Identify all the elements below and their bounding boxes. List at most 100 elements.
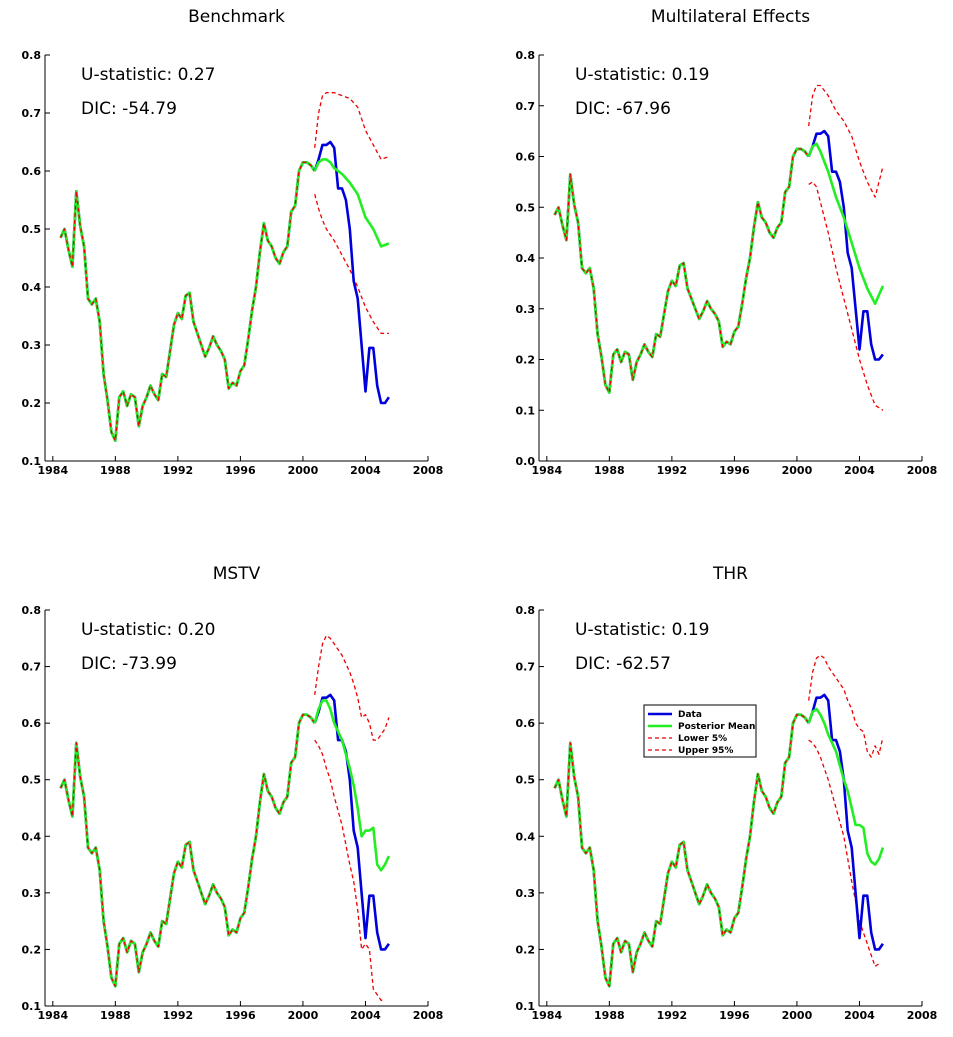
panel-title: Multilateral Effects xyxy=(651,7,810,27)
annotation-dic: DIC: -67.96 xyxy=(575,99,671,119)
y-tick-label: 0.5 xyxy=(516,201,536,214)
series-history-lower xyxy=(554,148,810,394)
x-tick-label: 1992 xyxy=(163,464,194,477)
x-tick-label: 1988 xyxy=(594,464,625,477)
x-tick-label: 1984 xyxy=(532,464,563,477)
x-tick-label: 2004 xyxy=(350,464,381,477)
y-tick-label: 0.5 xyxy=(22,774,42,787)
y-tick-label: 0.4 xyxy=(22,281,42,294)
annotation-dic: DIC: -62.57 xyxy=(575,654,671,674)
x-tick-label: 1984 xyxy=(38,1009,69,1022)
series-data xyxy=(313,140,390,405)
y-tick-label: 0.2 xyxy=(22,943,42,956)
y-tick-label: 0.4 xyxy=(516,830,536,843)
x-tick-label: 2000 xyxy=(288,1009,319,1022)
x-tick-label: 1988 xyxy=(100,1009,131,1022)
x-tick-label: 2008 xyxy=(907,1009,938,1022)
legend: Data Posterior Mean Lower 5% Upper 95% xyxy=(643,704,757,758)
annotation-dic: DIC: -73.99 xyxy=(81,654,177,674)
series-history-data xyxy=(553,147,810,394)
y-tick-label: 0.3 xyxy=(516,303,536,316)
y-tick-label: 0.1 xyxy=(516,404,536,417)
y-tick-label: 0.6 xyxy=(516,717,536,730)
series-history-mean xyxy=(59,713,316,988)
series-mean xyxy=(807,142,885,306)
y-tick-label: 0.6 xyxy=(516,151,536,164)
y-tick-label: 0.8 xyxy=(22,49,42,62)
y-tick-label: 0.1 xyxy=(22,1000,42,1013)
series-history-lower xyxy=(60,161,316,442)
y-tick-label: 0.6 xyxy=(22,717,42,730)
x-tick-label: 1984 xyxy=(38,464,69,477)
y-tick-label: 0.7 xyxy=(516,100,536,113)
series-upper xyxy=(314,634,390,741)
x-tick-label: 2000 xyxy=(782,464,813,477)
panel-2: Multilateral Effects 0.0 0.1 0.2 0.3 0.4 0.5 0.… xyxy=(516,7,938,477)
series-history-data xyxy=(59,713,316,988)
y-tick-label: 0.8 xyxy=(516,49,536,62)
series-upper xyxy=(808,654,884,758)
y-tick-label: 0.5 xyxy=(22,223,42,236)
panel-title: Benchmark xyxy=(188,7,285,27)
annotation-u-statistic: U-statistic: 0.19 xyxy=(575,620,709,640)
y-tick-label: 0.7 xyxy=(22,107,42,120)
y-tick-label: 0.5 xyxy=(516,774,536,787)
series-lower xyxy=(314,194,389,335)
legend-label: Upper 95% xyxy=(678,746,733,756)
annotation-u-statistic: U-statistic: 0.20 xyxy=(81,620,215,640)
series-mean xyxy=(313,158,390,248)
x-tick-label: 1996 xyxy=(719,1009,750,1022)
legend-label: Lower 5% xyxy=(678,734,727,744)
panel-title: THR xyxy=(712,564,748,584)
x-tick-label: 2008 xyxy=(413,1009,444,1022)
y-tick-label: 0.8 xyxy=(516,604,536,617)
x-tick-label: 1992 xyxy=(657,464,688,477)
annotation-u-statistic: U-statistic: 0.27 xyxy=(81,65,215,85)
x-tick-label: 2000 xyxy=(782,1009,813,1022)
x-tick-label: 1992 xyxy=(163,1009,194,1022)
annotation-dic: DIC: -54.79 xyxy=(81,99,177,119)
y-tick-label: 0.3 xyxy=(22,339,42,352)
y-tick-label: 0.4 xyxy=(516,252,536,265)
x-tick-label: 1992 xyxy=(657,1009,688,1022)
series-mean xyxy=(807,707,885,866)
x-tick-label: 1996 xyxy=(225,464,256,477)
y-tick-label: 0.4 xyxy=(22,830,42,843)
y-tick-label: 0.8 xyxy=(22,604,42,617)
series-upper xyxy=(808,84,884,198)
x-tick-label: 2008 xyxy=(907,464,938,477)
legend-label: Data xyxy=(678,710,702,720)
y-tick-label: 0.3 xyxy=(22,887,42,900)
y-tick-label: 0.2 xyxy=(22,397,42,410)
x-tick-label: 1988 xyxy=(594,1009,625,1022)
series-history-lower xyxy=(554,714,810,987)
panel-4: THR 0.1 0.2 0.3 0.4 0.5 0.6 0.7 0.8 1984 1988 1992 1… xyxy=(516,564,938,1022)
y-tick-label: 0.6 xyxy=(22,165,42,178)
series-lower xyxy=(808,739,880,968)
x-tick-label: 1984 xyxy=(532,1009,563,1022)
series-data xyxy=(807,129,884,361)
x-tick-label: 2008 xyxy=(413,464,444,477)
series-history-mean xyxy=(553,147,810,394)
x-tick-label: 1996 xyxy=(719,464,750,477)
y-tick-label: 0.2 xyxy=(516,943,536,956)
x-tick-label: 1988 xyxy=(100,464,131,477)
x-tick-label: 2004 xyxy=(844,464,875,477)
x-tick-label: 2004 xyxy=(844,1009,875,1022)
series-history-lower xyxy=(60,714,316,987)
y-tick-label: 0.7 xyxy=(22,661,42,674)
series-data xyxy=(807,693,884,951)
y-tick-label: 0.3 xyxy=(516,887,536,900)
x-tick-label: 1996 xyxy=(225,1009,256,1022)
series-data xyxy=(313,693,390,951)
legend-box xyxy=(643,704,757,758)
annotation-u-statistic: U-statistic: 0.19 xyxy=(575,65,709,85)
y-tick-label: 0.1 xyxy=(22,455,42,468)
y-tick-label: 0.0 xyxy=(516,455,536,468)
x-tick-label: 2004 xyxy=(350,1009,381,1022)
series-lower xyxy=(314,739,385,1001)
panel-1: Benchmark 0.1 0.2 0.3 0.4 0.5 0.6 0.7 0.8 1984 198… xyxy=(22,7,444,477)
y-tick-label: 0.2 xyxy=(516,354,536,367)
y-tick-label: 0.7 xyxy=(516,661,536,674)
